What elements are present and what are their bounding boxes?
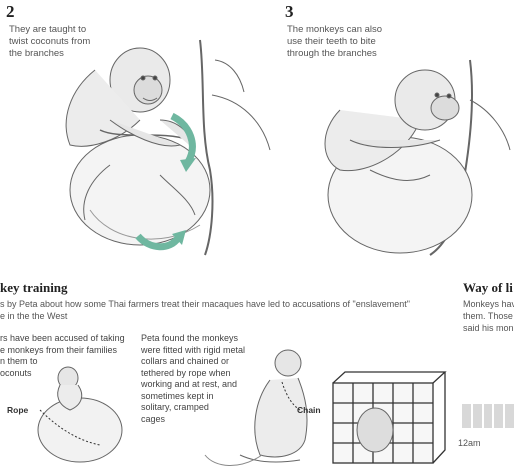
training-title: key training	[0, 280, 68, 295]
timeline-bar	[505, 404, 514, 428]
training-column-2: Peta found the monkeys were fitted with …	[141, 333, 246, 424]
timeline-start-label: 12am	[458, 438, 481, 448]
timeline-bar	[472, 404, 482, 428]
training-column-1: rs have been accused of taking e monkeys…	[0, 333, 125, 378]
timeline-bars	[462, 404, 514, 428]
step-2-number: 2	[6, 2, 15, 21]
step-3-text: The monkeys can also use their teeth to …	[287, 24, 383, 59]
chain-label: Chain	[297, 405, 321, 415]
timeline-bar	[462, 404, 471, 428]
training-intro: s by Peta about how some Thai farmers tr…	[0, 299, 410, 321]
timeline-bar	[494, 404, 504, 428]
way-of-life-text: Monkeys hav them. Those said his monk	[463, 299, 514, 333]
rope-label: Rope	[7, 405, 29, 415]
timeline-bar	[483, 404, 493, 428]
step-2-text: They are taught to twist coconuts from t…	[9, 24, 91, 59]
way-of-life-title: Way of li	[463, 280, 513, 295]
step-3-number: 3	[285, 2, 294, 21]
